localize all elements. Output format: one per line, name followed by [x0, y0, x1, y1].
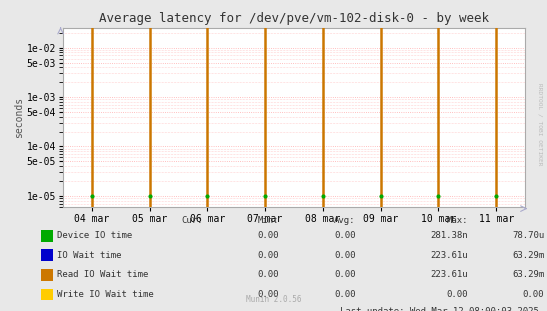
Text: 63.29m: 63.29m — [512, 271, 544, 279]
Text: 0.00: 0.00 — [258, 231, 279, 240]
Text: 78.70u: 78.70u — [512, 231, 544, 240]
Text: Write IO Wait time: Write IO Wait time — [57, 290, 154, 299]
Text: 0.00: 0.00 — [334, 290, 356, 299]
Text: Munin 2.0.56: Munin 2.0.56 — [246, 295, 301, 304]
Text: 0.00: 0.00 — [334, 271, 356, 279]
Text: Device IO time: Device IO time — [57, 231, 133, 240]
Text: 281.38n: 281.38n — [430, 231, 468, 240]
Text: Avg:: Avg: — [334, 216, 356, 225]
Text: 0.00: 0.00 — [334, 231, 356, 240]
Text: 223.61u: 223.61u — [430, 251, 468, 260]
Text: 0.00: 0.00 — [258, 271, 279, 279]
Text: Min:: Min: — [258, 216, 279, 225]
Y-axis label: seconds: seconds — [14, 97, 24, 138]
Text: 0.00: 0.00 — [523, 290, 544, 299]
Text: 0.00: 0.00 — [258, 290, 279, 299]
Text: RRDTOOL / TOBI OETIKER: RRDTOOL / TOBI OETIKER — [538, 83, 543, 166]
Text: 0.00: 0.00 — [334, 251, 356, 260]
Text: Read IO Wait time: Read IO Wait time — [57, 271, 149, 279]
Text: Last update: Wed Mar 12 08:00:03 2025: Last update: Wed Mar 12 08:00:03 2025 — [340, 307, 539, 311]
Title: Average latency for /dev/pve/vm-102-disk-0 - by week: Average latency for /dev/pve/vm-102-disk… — [99, 12, 489, 26]
Text: 0.00: 0.00 — [258, 251, 279, 260]
Text: 63.29m: 63.29m — [512, 251, 544, 260]
Text: Max:: Max: — [446, 216, 468, 225]
Text: 0.00: 0.00 — [446, 290, 468, 299]
Text: Cur:: Cur: — [181, 216, 202, 225]
Text: IO Wait time: IO Wait time — [57, 251, 122, 260]
Text: 223.61u: 223.61u — [430, 271, 468, 279]
